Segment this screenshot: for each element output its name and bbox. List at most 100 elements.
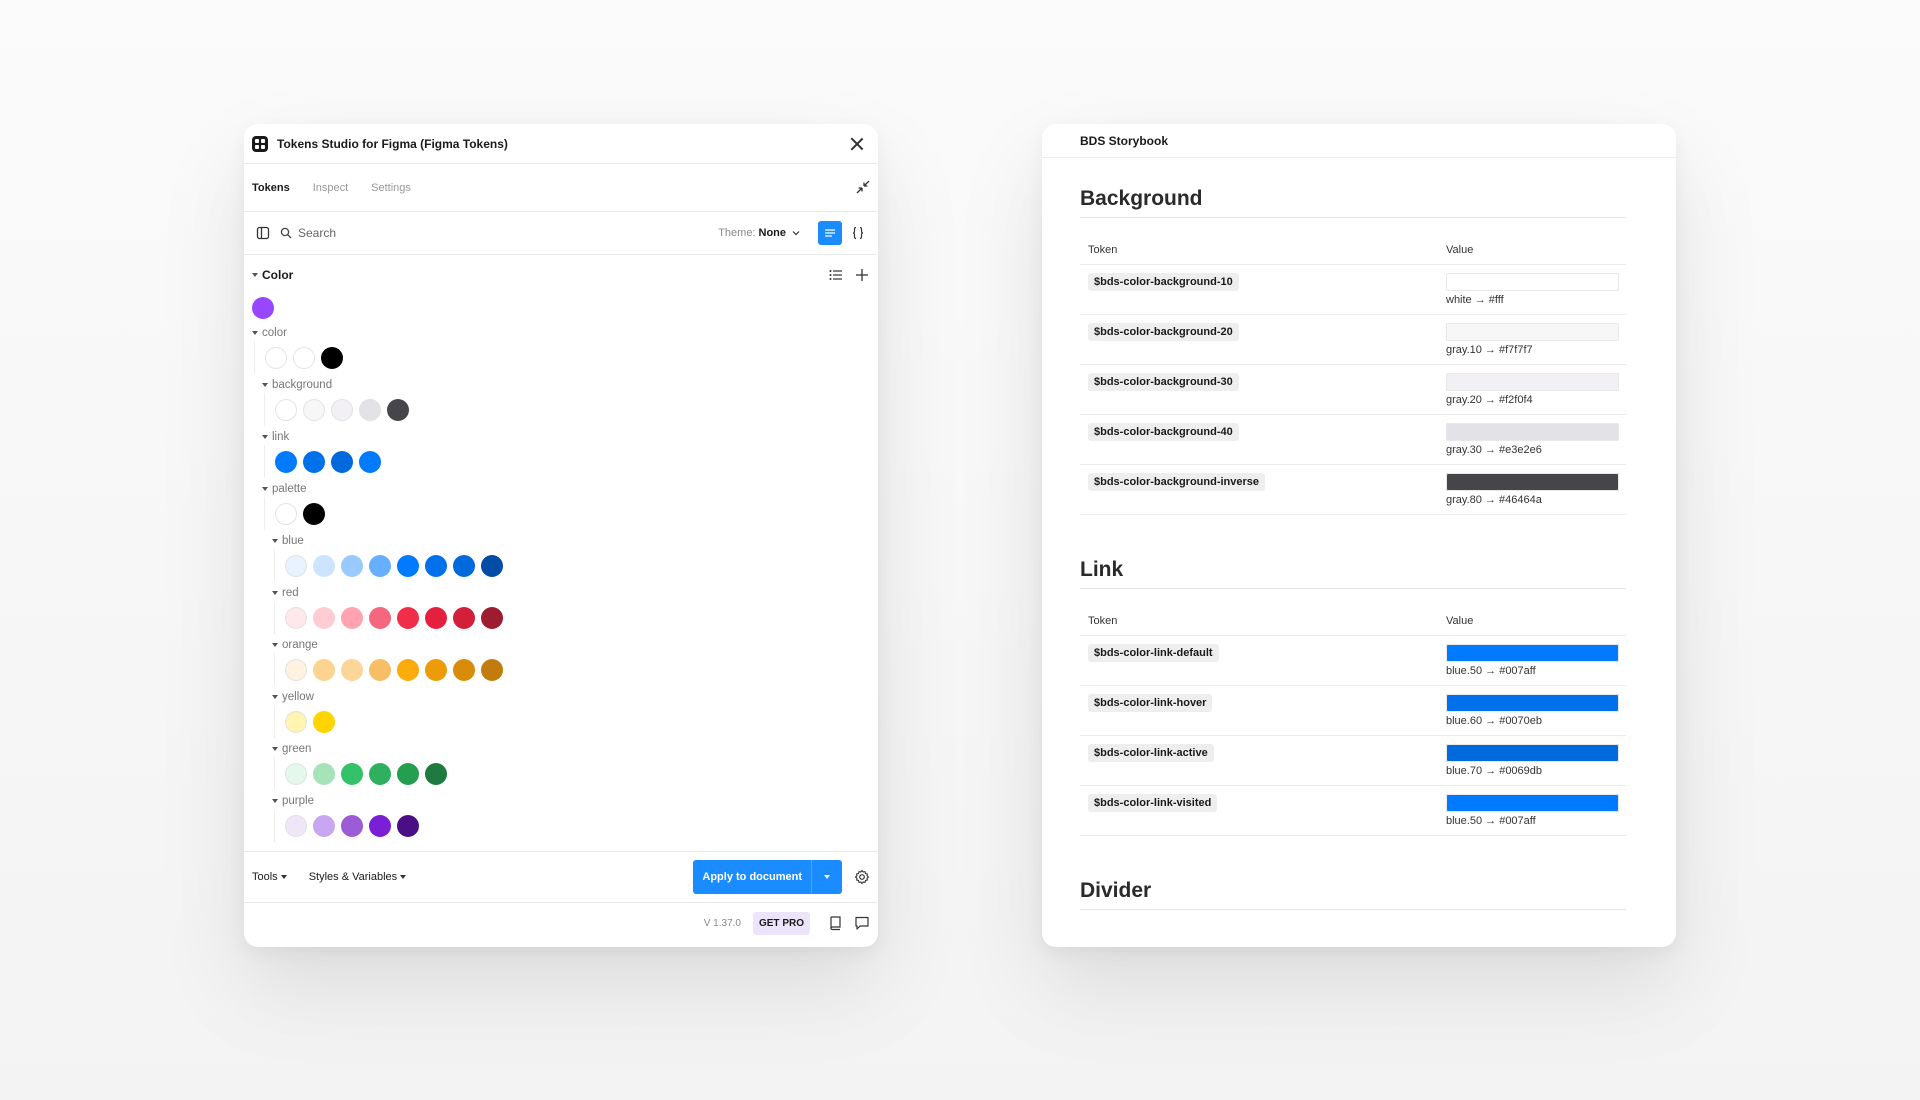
color-swatch[interactable] [313,763,335,785]
color-swatch[interactable] [321,347,343,369]
tools-menu-button[interactable]: Tools [252,871,287,883]
color-swatch[interactable] [397,659,419,681]
apply-options-dropdown-button[interactable] [811,860,842,894]
color-swatch[interactable] [285,607,307,629]
book-icon[interactable] [828,915,844,931]
color-swatch[interactable] [275,451,297,473]
color-swatch[interactable] [341,659,363,681]
caret-down-icon [272,591,278,595]
color-swatch[interactable] [369,555,391,577]
add-icon[interactable] [854,267,870,283]
color-swatch[interactable] [285,555,307,577]
color-swatch[interactable] [369,607,391,629]
color-swatch[interactable] [481,555,503,577]
tab-settings[interactable]: Settings [371,181,411,194]
token-value: gray.30 → #e3e2e6 [1446,444,1542,456]
subgroup-header-green[interactable]: green [272,741,870,757]
list-icon[interactable] [828,267,844,283]
color-swatch[interactable] [453,555,475,577]
color-swatch[interactable] [313,555,335,577]
color-swatch[interactable] [303,451,325,473]
color-swatch[interactable] [275,503,297,525]
color-swatch[interactable] [369,815,391,837]
color-swatch[interactable] [425,659,447,681]
color-swatch[interactable] [285,815,307,837]
color-swatch[interactable] [341,607,363,629]
styles-variables-menu-button[interactable]: Styles & Variables [309,871,406,883]
token-value: blue.50 → #007aff [1446,665,1536,677]
theme-selector[interactable]: Theme: None [718,227,800,239]
color-swatch[interactable] [293,347,315,369]
color-swatch[interactable] [397,607,419,629]
color-swatch[interactable] [331,451,353,473]
feedback-icon[interactable] [854,915,870,931]
swatch-row [274,549,870,582]
color-swatch[interactable] [425,763,447,785]
get-pro-button[interactable]: GET PRO [752,911,810,935]
color-swatch[interactable] [481,659,503,681]
link-rows: $bds-color-link-default blue.50 → #007aff… [1080,635,1626,836]
sidebar-toggle-icon[interactable] [256,226,270,240]
color-swatch[interactable] [425,555,447,577]
color-swatch[interactable] [275,399,297,421]
subgroup-header-palette[interactable]: palette [262,481,870,497]
color-swatch[interactable] [341,555,363,577]
caret-down-icon [262,487,268,491]
color-swatch[interactable] [359,399,381,421]
color-swatch[interactable] [313,711,335,733]
color-swatch[interactable] [331,399,353,421]
color-swatch[interactable] [341,763,363,785]
color-swatch[interactable] [397,763,419,785]
token-subgroup-red: red [272,585,870,634]
color-swatch[interactable] [303,503,325,525]
color-swatch[interactable] [453,607,475,629]
color-preview-bar [1446,423,1619,441]
color-swatch[interactable] [303,399,325,421]
color-swatch[interactable] [313,659,335,681]
color-swatch[interactable] [453,659,475,681]
color-swatch[interactable] [265,347,287,369]
tab-inspect[interactable]: Inspect [312,181,349,194]
color-swatch[interactable] [341,815,363,837]
color-swatch[interactable] [397,555,419,577]
color-swatch[interactable] [285,659,307,681]
color-swatch[interactable] [313,607,335,629]
color-swatch[interactable] [369,659,391,681]
tab-tokens[interactable]: Tokens [252,181,290,194]
color-swatch[interactable] [285,763,307,785]
color-swatch[interactable] [425,607,447,629]
color-swatch[interactable] [387,399,409,421]
color-preview-bar [1446,473,1619,491]
apply-to-document-button[interactable]: Apply to document [693,860,811,894]
color-swatch[interactable] [369,763,391,785]
subgroup-header-purple[interactable]: purple [272,793,870,809]
subgroup-header-color[interactable]: color [252,325,870,341]
token-value: blue.50 → #007aff [1446,815,1536,827]
subgroup-header-blue[interactable]: blue [272,533,870,549]
token-name: $bds-color-link-visited [1088,794,1218,812]
color-swatch[interactable] [481,607,503,629]
caret-down-icon [262,383,268,387]
token-list: Color color background [244,255,878,851]
subgroup-header-orange[interactable]: orange [272,637,870,653]
subgroup-header-red[interactable]: red [272,585,870,601]
subgroup-header-background[interactable]: background [262,377,870,393]
color-swatch[interactable] [397,815,419,837]
subgroup-header-yellow[interactable]: yellow [272,689,870,705]
color-swatch[interactable] [285,711,307,733]
token-group-header[interactable]: Color [252,255,870,295]
collapse-window-icon[interactable] [854,178,872,196]
swatch-row [264,393,870,426]
color-swatch[interactable] [313,815,335,837]
token-subgroup-palette: palette [262,481,870,530]
search-input[interactable] [298,226,719,240]
caret-down-icon [272,539,278,543]
close-icon[interactable] [848,135,866,153]
color-swatch[interactable] [359,451,381,473]
json-view-button[interactable] [846,221,870,245]
gear-icon[interactable] [854,869,870,885]
token-value: white → #fff [1446,294,1504,306]
subgroup-header-link[interactable]: link [262,429,870,445]
list-view-button[interactable] [818,221,842,245]
color-group-accent-swatch[interactable] [252,297,274,319]
